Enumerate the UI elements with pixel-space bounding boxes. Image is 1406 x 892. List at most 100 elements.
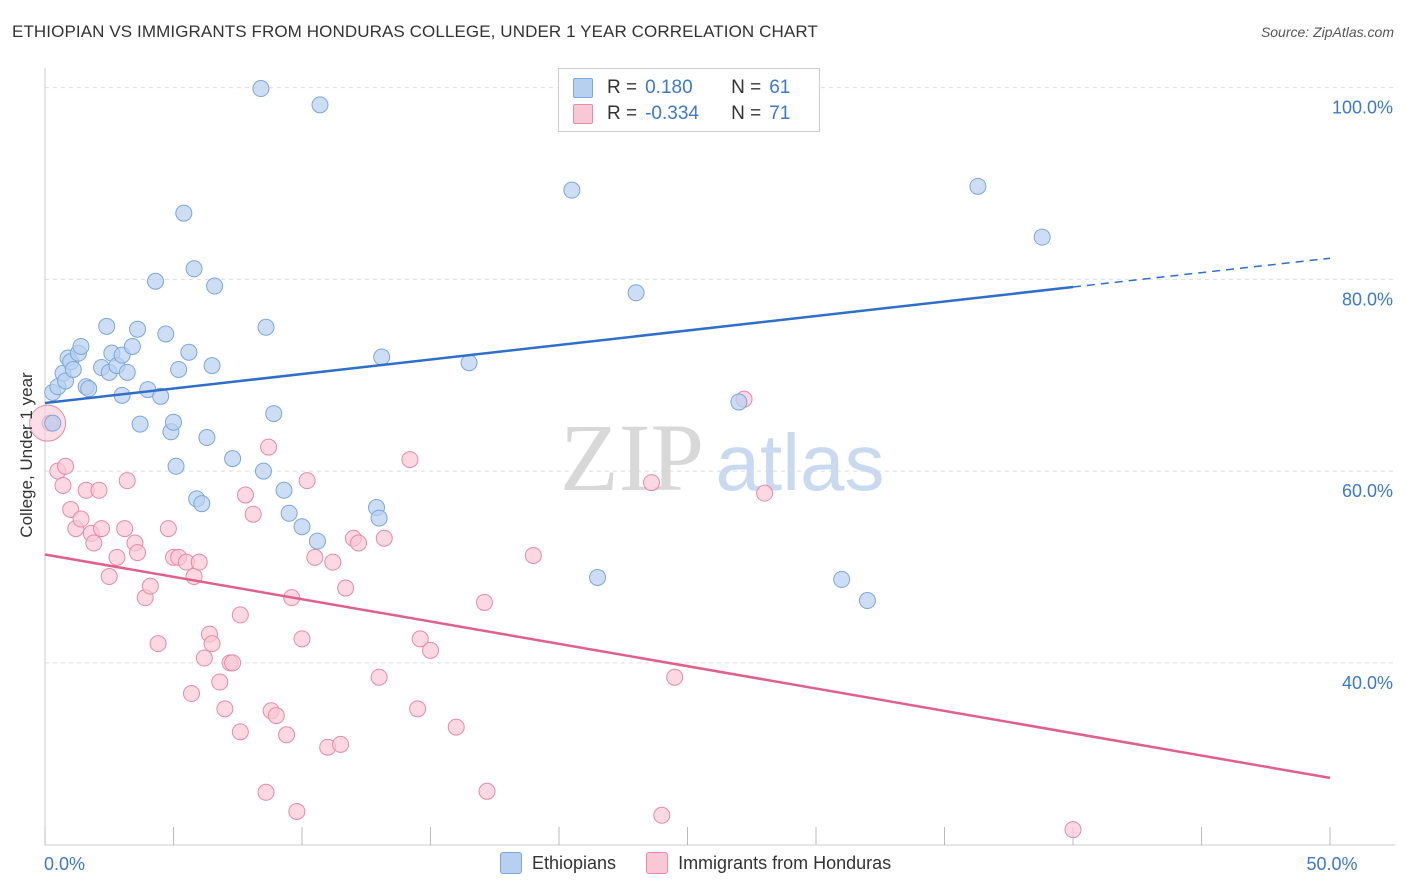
point-ethiopians: [252, 80, 270, 98]
point-honduras: [350, 534, 368, 552]
point-honduras: [337, 579, 355, 597]
point-honduras: [306, 548, 324, 566]
y-tick-label: 40.0%: [1342, 673, 1393, 693]
point-honduras: [756, 484, 774, 502]
legend-r-value: -0.334: [645, 103, 699, 124]
point-ethiopians: [370, 509, 388, 527]
y-tick-label: 60.0%: [1342, 481, 1393, 501]
point-ethiopians: [129, 320, 147, 338]
point-honduras: [231, 606, 249, 624]
point-honduras: [141, 577, 159, 595]
legend-n-label: N =: [731, 77, 762, 98]
point-ethiopians: [206, 277, 224, 295]
point-honduras: [118, 472, 136, 490]
chart-title: ETHIOPIAN VS IMMIGRANTS FROM HONDURAS CO…: [12, 22, 818, 41]
point-honduras: [90, 481, 108, 499]
point-ethiopians: [198, 429, 216, 447]
point-honduras: [116, 520, 134, 538]
y-tick-label: 80.0%: [1342, 289, 1393, 309]
watermark-atlas: atlas: [716, 418, 885, 507]
point-honduras: [244, 505, 262, 523]
point-honduras: [182, 685, 200, 703]
gridlines: [45, 87, 1395, 664]
point-honduras: [54, 476, 72, 494]
point-ethiopians: [460, 354, 478, 372]
legend-swatch-pink: [646, 852, 669, 874]
legend-r-label: R =: [607, 103, 638, 124]
point-honduras: [149, 635, 167, 653]
legend-item-honduras[interactable]: Immigrants from Honduras: [646, 852, 891, 874]
point-honduras: [475, 593, 493, 611]
point-ethiopians: [373, 348, 391, 366]
point-ethiopians: [123, 337, 141, 355]
point-honduras: [93, 520, 111, 538]
point-ethiopians: [147, 272, 165, 290]
point-honduras: [643, 474, 661, 492]
point-honduras: [57, 457, 75, 475]
trend-lines: [44, 257, 1331, 780]
point-ethiopians: [563, 181, 581, 199]
trend-line-ethiopians: [44, 285, 1074, 405]
point-honduras: [1064, 821, 1082, 839]
legend-swatch-blue: [500, 852, 522, 874]
point-honduras: [72, 510, 90, 528]
point-ethiopians: [203, 357, 221, 375]
point-honduras: [411, 630, 429, 648]
point-ethiopians: [833, 570, 851, 588]
trend-line-honduras: [44, 553, 1331, 780]
source-label: Source: ZipAtlas.com: [1260, 24, 1394, 40]
point-ethiopians: [293, 518, 311, 536]
point-honduras: [524, 546, 542, 564]
legend-row-ethiopians: R = 0.180 N = 61: [573, 77, 790, 99]
point-honduras: [375, 529, 393, 547]
point-ethiopians: [131, 415, 149, 433]
point-honduras: [324, 553, 342, 571]
point-honduras: [478, 782, 496, 800]
point-honduras: [159, 520, 177, 538]
point-ethiopians: [180, 343, 198, 361]
point-ethiopians: [730, 393, 748, 411]
trend-line-ethiopians-extension: [1072, 257, 1331, 288]
point-honduras: [447, 718, 465, 736]
point-ethiopians: [308, 532, 326, 550]
y-axis-label: College, Under 1 year: [17, 372, 36, 538]
point-ethiopians: [118, 363, 136, 381]
point-honduras: [260, 438, 278, 456]
point-honduras: [224, 654, 242, 672]
point-honduras: [288, 802, 306, 820]
point-honduras: [195, 649, 213, 667]
legend-n-value: 61: [769, 77, 791, 98]
point-ethiopians: [175, 204, 193, 222]
point-honduras: [409, 700, 427, 718]
point-honduras: [257, 783, 275, 801]
series-honduras-points: [29, 390, 1082, 839]
point-honduras: [190, 553, 208, 571]
point-ethiopians: [311, 96, 329, 114]
point-ethiopians: [257, 318, 275, 336]
legend-r-label: R =: [607, 77, 638, 98]
point-ethiopians: [1033, 228, 1051, 246]
point-honduras: [293, 630, 311, 648]
point-ethiopians: [152, 387, 170, 405]
point-honduras: [298, 472, 316, 490]
point-honduras: [422, 641, 439, 659]
legend-item-ethiopians[interactable]: Ethiopians: [500, 852, 616, 874]
point-ethiopians: [170, 360, 188, 378]
x-tick-label-min: 0.0%: [44, 854, 85, 874]
axes: [44, 68, 1395, 846]
point-honduras: [231, 723, 249, 741]
y-tick-label: 100.0%: [1332, 98, 1393, 118]
point-ethiopians: [275, 481, 293, 499]
point-ethiopians: [265, 405, 283, 423]
point-honduras: [211, 673, 229, 691]
legend-n-label: N =: [731, 103, 762, 124]
legend-n-value: 71: [769, 103, 791, 124]
point-honduras: [216, 700, 234, 718]
x-tick-label-max: 50.0%: [1306, 854, 1357, 874]
point-ethiopians: [193, 495, 211, 513]
point-ethiopians: [72, 337, 90, 355]
point-ethiopians: [224, 450, 242, 468]
point-honduras: [203, 635, 221, 653]
watermark-zip: ZIP: [560, 404, 704, 511]
point-honduras: [332, 735, 350, 753]
